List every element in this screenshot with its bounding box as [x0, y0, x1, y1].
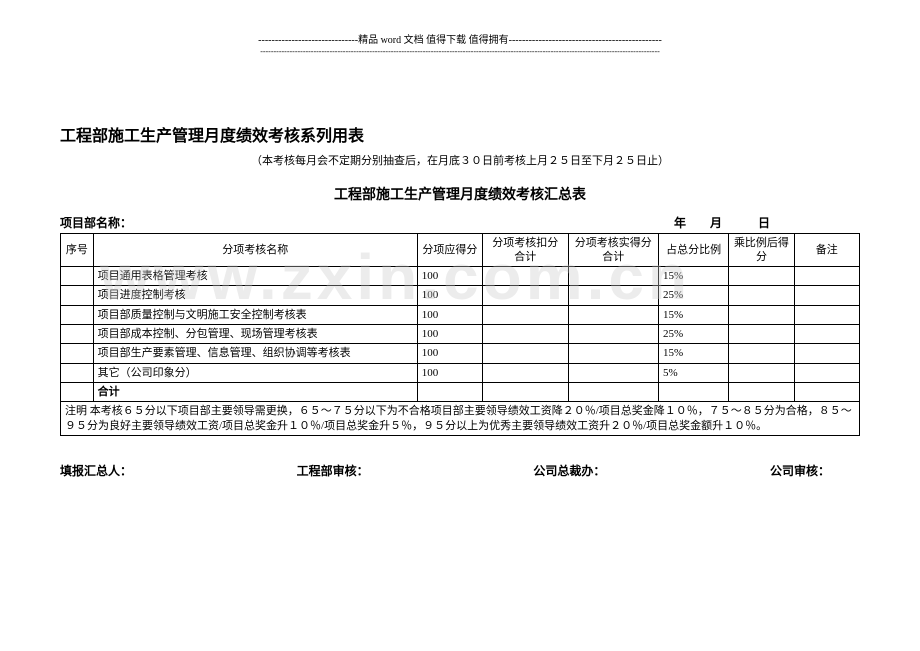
name-date-row: 项目部名称： 年 月 日: [60, 214, 860, 231]
cell-remark: [794, 267, 859, 286]
cell-remark: [794, 344, 859, 363]
project-name-label: 项目部名称：: [60, 214, 132, 231]
cell-name: 项目部成本控制、分包管理、现场管理考核表: [93, 325, 417, 344]
cell-deduct: [483, 344, 568, 363]
col-actual: 分项考核实得分合计: [568, 233, 658, 267]
table-row: 项目通用表格管理考核100 15%: [61, 267, 860, 286]
cell-after: [729, 305, 794, 324]
cell-deduct: [483, 305, 568, 324]
table-row: 项目部质量控制与文明施工安全控制考核表100 15%: [61, 305, 860, 324]
header-line-1: ------------------------------精品 word 文档…: [60, 35, 860, 47]
table-body: 项目通用表格管理考核10015%项目进度控制考核10025%项目部质量控制与文明…: [61, 267, 860, 436]
page-container: ------------------------------精品 word 文档…: [0, 0, 920, 479]
cell-seq: [61, 305, 94, 324]
cell-full: 100: [417, 363, 482, 382]
sign-reporter: 填报汇总人：: [60, 462, 132, 479]
cell-after: [729, 325, 794, 344]
cell-pct: 5%: [658, 363, 728, 382]
cell-seq: [61, 363, 94, 382]
sign-company-review: 公司审核：: [770, 462, 830, 479]
sign-president-office: 公司总裁办：: [533, 462, 605, 479]
cell-name: 项目部生产要素管理、信息管理、组织协调等考核表: [93, 344, 417, 363]
col-pct: 占总分比例: [658, 233, 728, 267]
total-label: 合计: [93, 382, 417, 401]
cell-full: 100: [417, 344, 482, 363]
cell-remark: [794, 363, 859, 382]
cell-after: [729, 363, 794, 382]
cell-actual: [568, 325, 658, 344]
table-row: 项目部生产要素管理、信息管理、组织协调等考核表100 15%: [61, 344, 860, 363]
cell-seq: [61, 267, 94, 286]
cell-seq: [61, 344, 94, 363]
col-deduct: 分项考核扣分合计: [483, 233, 568, 267]
cell-name: 项目通用表格管理考核: [93, 267, 417, 286]
signatures-row: 填报汇总人： 工程部审核： 公司总裁办： 公司审核：: [60, 462, 860, 479]
cell-full: 100: [417, 286, 482, 305]
col-remark: 备注: [794, 233, 859, 267]
date-label: 年 月 日: [674, 214, 860, 231]
sub-note: （本考核每月会不定期分别抽查后，在月底３０日前考核上月２５日至下月２５日止）: [60, 152, 860, 168]
cell-remark: [794, 286, 859, 305]
cell-seq: [61, 286, 94, 305]
header-line-2: ----------------------------------------…: [60, 47, 860, 57]
cell-actual: [568, 267, 658, 286]
cell-after: [729, 344, 794, 363]
cell-name: 项目部质量控制与文明施工安全控制考核表: [93, 305, 417, 324]
table-total-row: 合计: [61, 382, 860, 401]
cell-pct: 15%: [658, 305, 728, 324]
note-text: 注明 本考核６５分以下项目部主要领导需更换，６５～７５分以下为不合格项目部主要领…: [61, 402, 860, 436]
page-header: ------------------------------精品 word 文档…: [60, 30, 860, 57]
main-title: 工程部施工生产管理月度绩效考核系列用表: [60, 122, 860, 146]
cell-pct: 25%: [658, 286, 728, 305]
cell-full: 100: [417, 305, 482, 324]
cell-deduct: [483, 267, 568, 286]
cell-after: [729, 267, 794, 286]
col-after: 乘比例后得分: [729, 233, 794, 267]
cell-full: 100: [417, 325, 482, 344]
cell-deduct: [483, 325, 568, 344]
table-row: 项目部成本控制、分包管理、现场管理考核表100 25%: [61, 325, 860, 344]
table-row: 其它（公司印象分）100 5%: [61, 363, 860, 382]
col-seq: 序号: [61, 233, 94, 267]
cell-actual: [568, 363, 658, 382]
cell-remark: [794, 305, 859, 324]
col-name: 分项考核名称: [93, 233, 417, 267]
col-full: 分项应得分: [417, 233, 482, 267]
cell-deduct: [483, 286, 568, 305]
cell-pct: 15%: [658, 267, 728, 286]
cell-actual: [568, 305, 658, 324]
table-title: 工程部施工生产管理月度绩效考核汇总表: [60, 184, 860, 204]
table-note-row: 注明 本考核６５分以下项目部主要领导需更换，６５～７５分以下为不合格项目部主要领…: [61, 402, 860, 436]
table-header-row: 序号 分项考核名称 分项应得分 分项考核扣分合计 分项考核实得分合计 占总分比例…: [61, 233, 860, 267]
cell-full: 100: [417, 267, 482, 286]
cell-name: 其它（公司印象分）: [93, 363, 417, 382]
cell-deduct: [483, 363, 568, 382]
cell-actual: [568, 344, 658, 363]
table-row: 项目进度控制考核100 25%: [61, 286, 860, 305]
cell-seq: [61, 325, 94, 344]
cell-pct: 15%: [658, 344, 728, 363]
cell-name: 项目进度控制考核: [93, 286, 417, 305]
cell-actual: [568, 286, 658, 305]
assessment-table: 序号 分项考核名称 分项应得分 分项考核扣分合计 分项考核实得分合计 占总分比例…: [60, 233, 860, 436]
sign-engineering: 工程部审核：: [297, 462, 369, 479]
cell-remark: [794, 325, 859, 344]
cell-after: [729, 286, 794, 305]
cell-pct: 25%: [658, 325, 728, 344]
